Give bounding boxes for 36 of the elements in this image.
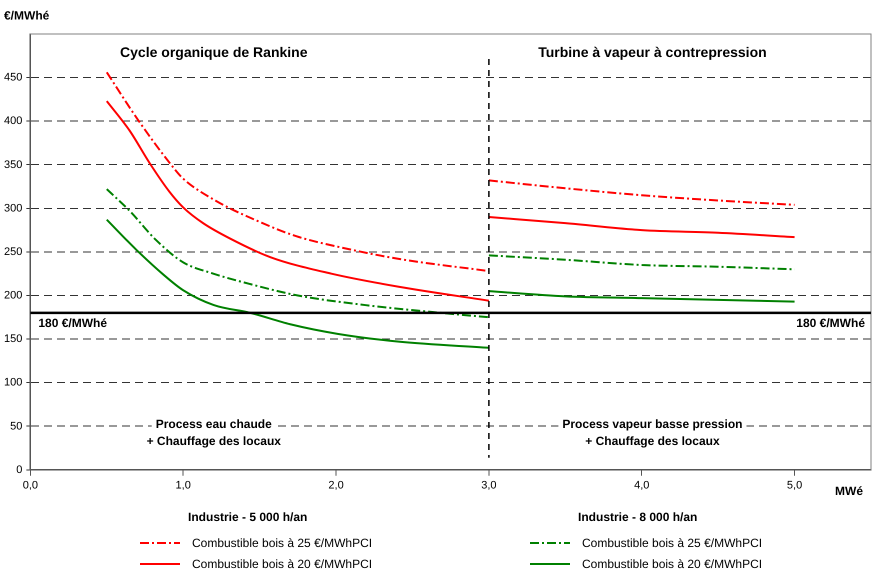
line-series: [106, 188, 490, 318]
legend-label: Combustible bois à 25 €/MWhPCI: [582, 536, 762, 550]
x-tick-label: 0,0: [22, 479, 38, 492]
y-axis-title: €/MWhé: [4, 8, 50, 22]
x-tick-label: 1,0: [176, 479, 191, 492]
legend-label: Combustible bois à 20 €/MWhPCI: [582, 556, 762, 570]
annotation: Cycle organique de Rankine: [120, 44, 308, 60]
y-tick-label: 100: [4, 376, 22, 389]
x-tick-label: 4,0: [634, 479, 650, 492]
line-series: [488, 290, 796, 303]
y-tick-label: 450: [4, 72, 22, 84]
text: Industrie - 5 000 h/an: [188, 510, 308, 526]
y-tick-label: 400: [4, 115, 22, 128]
y-tick-label: 300: [4, 202, 22, 214]
y-tick-label: 0: [16, 464, 22, 476]
line-series: [106, 218, 490, 349]
x-tick-label: 5,0: [786, 479, 802, 492]
line-series: [488, 216, 796, 238]
y-tick-label: 200: [4, 290, 22, 302]
legend-label: Combustible bois à 20 €/MWhPCI: [192, 556, 372, 570]
line-series: [488, 179, 796, 206]
text: 180 €/MWhé: [796, 316, 865, 330]
y-tick-label: 250: [4, 246, 22, 258]
annotation: Process vapeur basse pression + Chauffage des locaux: [562, 416, 742, 448]
annotation: Turbine à vapeur à contrepression: [538, 44, 767, 60]
ref-line-label: 180 €/MWhé: [38, 316, 108, 330]
line-series: [106, 100, 490, 302]
legend-label: Combustible bois à 25 €/MWhPCI: [192, 536, 372, 550]
x-tick-label: 3,0: [481, 479, 497, 492]
y-tick-label: 350: [4, 158, 22, 171]
x-tick-label: 2,0: [328, 479, 344, 492]
text: Industrie - 8 000 h/an: [578, 510, 698, 526]
annotation: Process eau chaude + Chauffage des locaux: [146, 416, 282, 448]
y-tick-label: 150: [4, 333, 22, 346]
y-tick-label: 50: [10, 420, 22, 432]
x-axis-title: MWé: [835, 484, 864, 498]
